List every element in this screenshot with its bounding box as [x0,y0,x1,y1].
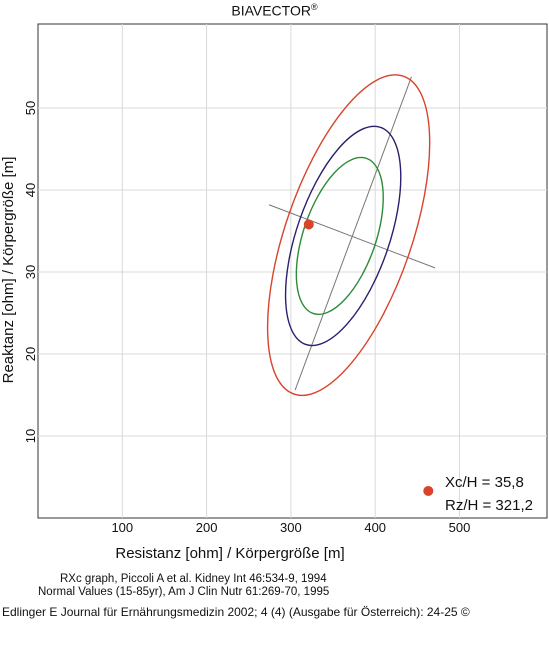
y-tick-label: 30 [23,265,38,279]
x-tick-label: 100 [111,520,133,535]
ellipse-75pct [284,125,402,347]
x-tick-label: 500 [449,520,471,535]
registered-mark: ® [310,2,318,12]
x-tick-label: 300 [280,520,302,535]
x-tick-label: 200 [196,520,218,535]
x-tick-label: 400 [364,520,386,535]
grid-lines [38,24,547,518]
y-tick-label: 50 [23,101,38,115]
y-axis-label: Reaktanz [ohm] / Körpergröße [m] [0,157,17,384]
measurement-point [303,219,314,230]
tolerance-ellipses [266,74,431,397]
legend-rz-label: Rz/H = 321,2 [445,497,533,514]
ellipse-axes [268,76,436,391]
legend-marker [423,485,434,496]
y-tick-label: 20 [23,347,38,361]
legend-xc-label: Xc/H = 35,8 [445,474,524,491]
credit-normal-values: Normal Values (15-85yr), Am J Clin Nutr … [38,586,330,598]
tick-labels: 100 200 300 400 500 10 20 30 40 50 [23,101,470,535]
y-tick-label: 10 [23,429,38,443]
data-points [303,219,434,496]
ellipse-95pct [266,74,431,397]
ellipse-50pct [295,156,384,316]
chart-title: BIAVECTOR® [0,2,549,19]
x-axis-label: Resistanz [ohm] / Körpergröße [m] [115,545,344,562]
chart-title-text: BIAVECTOR [231,2,311,19]
credit-rxc-graph: RXc graph, Piccoli A et al. Kidney Int 4… [60,573,327,585]
plot-frame [37,23,548,519]
ellipse-axis-line [294,76,412,391]
credit-journal: Edlinger E Journal für Ernährungsmedizin… [2,605,470,619]
y-tick-label: 40 [23,183,38,197]
